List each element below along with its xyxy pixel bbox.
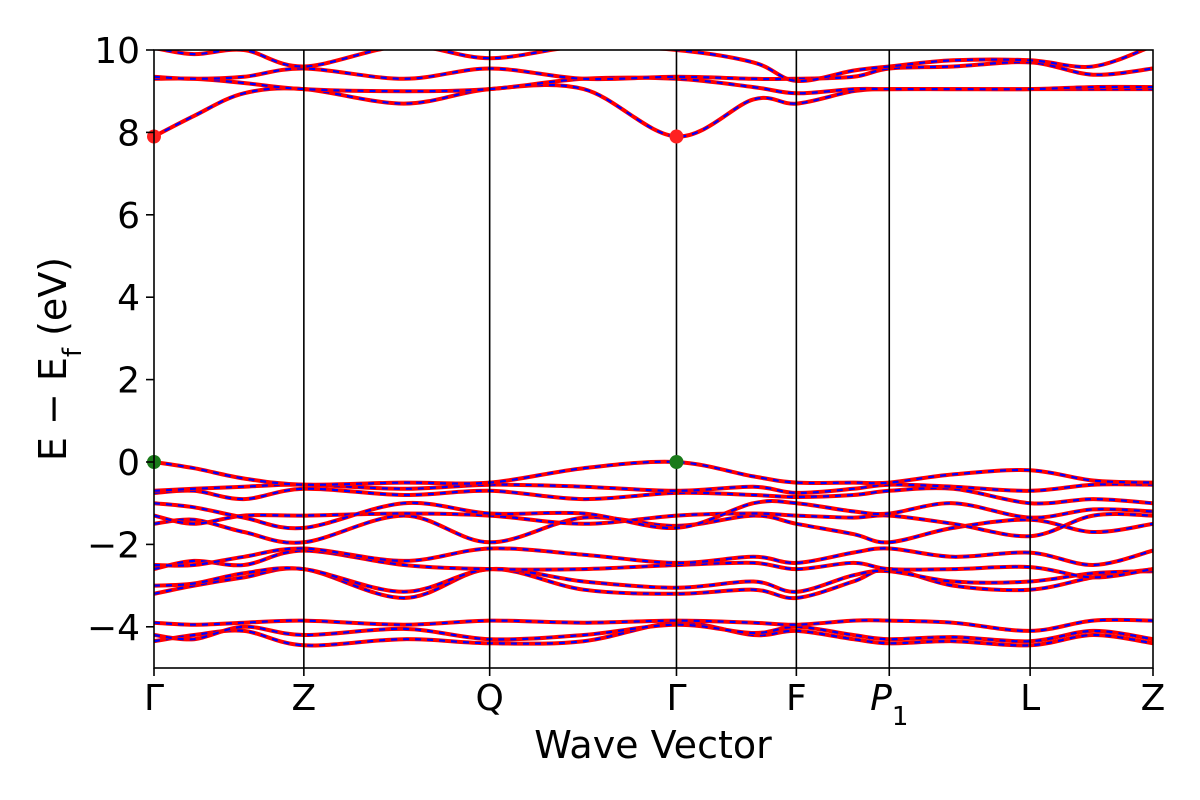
cbm-marker-1	[669, 129, 684, 144]
x-tick-label-7-main: Z	[1141, 678, 1166, 719]
band-2-spin-down	[154, 618, 1153, 633]
y-axis-label-main: E − E	[31, 357, 75, 461]
y-tick-label-2: 0	[117, 443, 140, 484]
x-tick-label-3-main: Γ	[666, 678, 686, 719]
x-tick-label-3: Γ	[666, 678, 686, 719]
x-tick-label-4-main: F	[786, 678, 807, 719]
x-tick-label-4: F	[786, 678, 807, 719]
x-tick-label-6-main: L	[1020, 678, 1040, 719]
x-tick-label-2: Q	[475, 678, 503, 719]
y-tick-label-7: 10	[94, 31, 140, 72]
vbm-marker-3	[669, 455, 684, 469]
band-7-spin-down	[154, 514, 1153, 544]
x-tick-label-5-main: P	[870, 678, 892, 719]
y-axis-label-unit: (eV)	[31, 257, 75, 348]
x-axis-label: Wave Vector	[534, 723, 772, 767]
x-tick-label-5: P1	[870, 678, 908, 732]
y-tick-label-6: 8	[117, 113, 140, 154]
y-tick-label-5: 6	[117, 196, 140, 237]
y-tick-label-4: 4	[117, 278, 140, 319]
x-tick-label-1-main: Z	[292, 678, 317, 719]
band-12-spin-down	[154, 460, 1153, 486]
y-axis-label-sub: f	[58, 347, 88, 357]
band-9-spin-down	[154, 499, 1153, 530]
band-14-spin-down	[154, 76, 1153, 95]
band-8-spin-down	[154, 512, 1153, 538]
band-4-spin-down	[154, 566, 1153, 593]
kpoint-lines	[303, 50, 1031, 668]
y-axis-label: E − Ef (eV)	[31, 257, 88, 461]
band-16-spin-down	[158, 50, 1146, 83]
band-0-spin-down	[154, 621, 1153, 647]
x-tick-label-5-sub: 1	[892, 702, 909, 732]
x-tick-label-6: L	[1020, 678, 1040, 719]
x-tick-label-2-main: Q	[475, 678, 503, 719]
bands-layer	[154, 50, 1153, 648]
band-10-spin-down	[154, 486, 1153, 505]
band-15-spin-down	[154, 61, 1153, 81]
x-tick-label-1: Z	[292, 678, 317, 719]
x-tick-label-7: Z	[1141, 678, 1166, 719]
x-tick-label-0: Γ	[144, 678, 164, 719]
plot-frame	[153, 49, 1154, 669]
y-axis-ticks: −4 −2 0 2 4 6 8 10	[87, 31, 154, 649]
y-tick-label-1: −2	[87, 525, 140, 566]
y-tick-label-0: −4	[87, 608, 140, 649]
band-6-spin-down	[154, 547, 1153, 567]
extrema-markers	[147, 129, 684, 469]
x-axis-ticks: Γ Z Q Γ F P1 L Z	[144, 668, 1165, 732]
band-1-spin-down	[154, 623, 1153, 643]
y-tick-label-3: 2	[117, 361, 140, 402]
x-tick-label-0-main: Γ	[144, 678, 164, 719]
